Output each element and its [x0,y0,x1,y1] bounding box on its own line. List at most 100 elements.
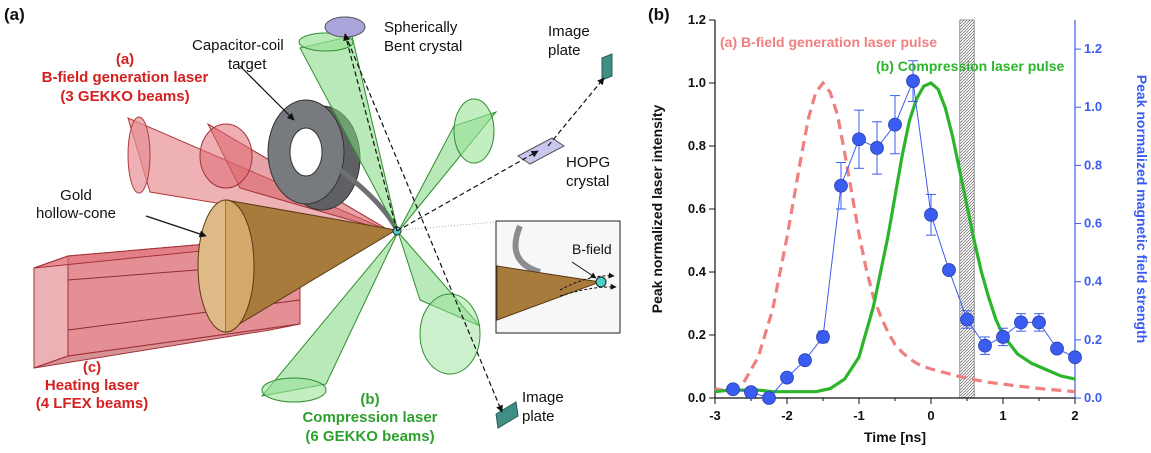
top-plate-sublabel: plate [548,42,581,59]
bfield-beam-end [199,123,253,189]
y-right-tick-label: 0.2 [1084,332,1102,347]
bfield-inset: B-field [495,220,621,334]
y-left-axis-title: Peak normalized laser intensity [649,105,665,314]
y-left-tick-label: 0.0 [688,390,706,405]
bottom-plate-label: Image [522,389,564,406]
compression-laser-beams [260,32,498,403]
bfield-data-point [924,207,938,222]
legend-pulse-a: (a) B-field generation laser pulse [720,34,937,50]
bfield-data-point [1032,315,1046,330]
bfield-data-point [870,141,884,155]
x-tick-label: -1 [853,408,865,423]
capcoil-sublabel: target [228,56,267,73]
compression-laser-tag: (b) [360,391,379,408]
path-to-hopg [396,150,539,232]
cone-rim [225,199,255,333]
y-left-tick-label: 1.0 [688,75,706,90]
bfield-data-point [852,132,866,147]
bfield-data-point [906,74,920,88]
heating-beam-bottom [33,323,301,369]
bfield-data-point [726,382,740,397]
y-right-tick-label: 0.4 [1084,274,1103,289]
capacitor-coil-target [267,99,399,230]
y-left-tick-label: 0.6 [688,201,706,216]
x-tick-label: -3 [709,408,721,423]
inset-bfield-arrow [571,261,597,279]
series-bfield-laser-pulse [714,80,1076,394]
heating-laser-tag: (c) [83,359,101,376]
image-plate-top [601,53,613,81]
bfield-data-point [996,330,1010,344]
inset-bfield-label: B-field [572,241,612,257]
bfield-laser-tag: (a) [116,51,134,68]
y-left-tick-label: 0.4 [688,264,707,279]
gold-cone-label: Gold [60,187,92,204]
inset-target [595,276,607,288]
chart-plot-area: -3 -2 -1 0 1 2 0.0 0.2 0.4 0.6 0.8 1.0 1.2 0.0 0.2 0.4 0… [649,12,1150,445]
y-right-tick-label: 0.8 [1084,157,1102,172]
x-tick-label: 0 [927,408,934,423]
path-to-top-plate [547,77,605,147]
coil-hole [289,127,323,177]
bfield-data-point [816,330,830,344]
heating-laser-label: Heating laser [45,377,139,394]
bottom-plate-sublabel: plate [522,408,555,425]
bfield-data-point [762,391,776,405]
compression-beam-end [261,377,327,403]
bfield-data-point [834,178,848,193]
panel-b-label: (b) [648,5,670,24]
gold-hollow-cone [197,199,402,333]
y-right-axis-title: Peak normalized magnetic field strength [1134,75,1150,343]
x-tick-label: 1 [999,408,1006,423]
bfield-data-point [942,263,956,277]
y-right-tick-label: 0.6 [1084,216,1102,231]
compression-laser-sublabel: (6 GEKKO beams) [305,428,434,445]
bfield-data-point [960,312,974,327]
heating-beam-face [33,255,69,369]
compression-beam-end [298,32,354,52]
compression-laser-label: Compression laser [302,409,437,426]
hopg-sublabel: crystal [566,173,609,190]
bfield-laser-label: B-field generation laser [42,69,209,86]
series-compression-laser-pulse [714,81,1076,394]
bfield-data-point [1014,315,1028,330]
inset-field-line [559,283,617,297]
x-tick-label: -2 [781,408,793,423]
legend-pulse-b: (b) Compression laser pulse [876,58,1064,74]
pulse-timing-chart: (b) -3 -2 -1 0 1 2 0.0 0.2 0.4 0.6 0.8 1.0 1.2 0.0 0.2… [648,5,1150,445]
bfield-data-point [780,370,794,385]
series-bfield-strength-line [732,79,1076,399]
bfield-data-point [744,385,758,400]
setup-diagram: (a) [4,5,621,445]
compression-beam-end [419,293,481,375]
path-to-bottom-plate [344,33,503,413]
hopg-crystal [517,137,565,165]
inset-cone [496,265,602,321]
y-right-tick-label: 1.0 [1084,99,1102,114]
hopg-label: HOPG [566,154,610,171]
spherical-crystal-label: Spherically [384,19,458,36]
capcoil-label: Capacitor-coil [192,37,284,54]
y-right-tick-label: 1.2 [1084,41,1102,56]
bfield-data-point [798,353,812,368]
xray-paths [343,33,605,413]
compression-beam-end [453,98,495,164]
path-to-spherical-crystal [343,33,398,232]
bfield-data-point [888,117,902,132]
bfield-laser-sublabel: (3 GEKKO beams) [60,88,189,105]
bfield-data-point [978,338,992,353]
gold-cone-pointer [145,215,207,238]
capcoil-pointer [239,65,295,121]
inset-coil [512,224,541,275]
spherical-crystal-sublabel: Bent crystal [384,38,462,55]
y-left-tick-label: 0.2 [688,327,706,342]
inset-field-line [559,272,615,291]
image-plate-bottom [495,401,519,429]
y-left-tick-label: 1.2 [688,12,706,27]
heating-laser-sublabel: (4 LFEX beams) [36,395,149,412]
bfield-data-point [1050,341,1064,356]
bfield-beam-end [127,116,151,194]
y-right-tick-label: 0.0 [1084,390,1102,405]
y-left-tick-label: 0.8 [688,138,706,153]
